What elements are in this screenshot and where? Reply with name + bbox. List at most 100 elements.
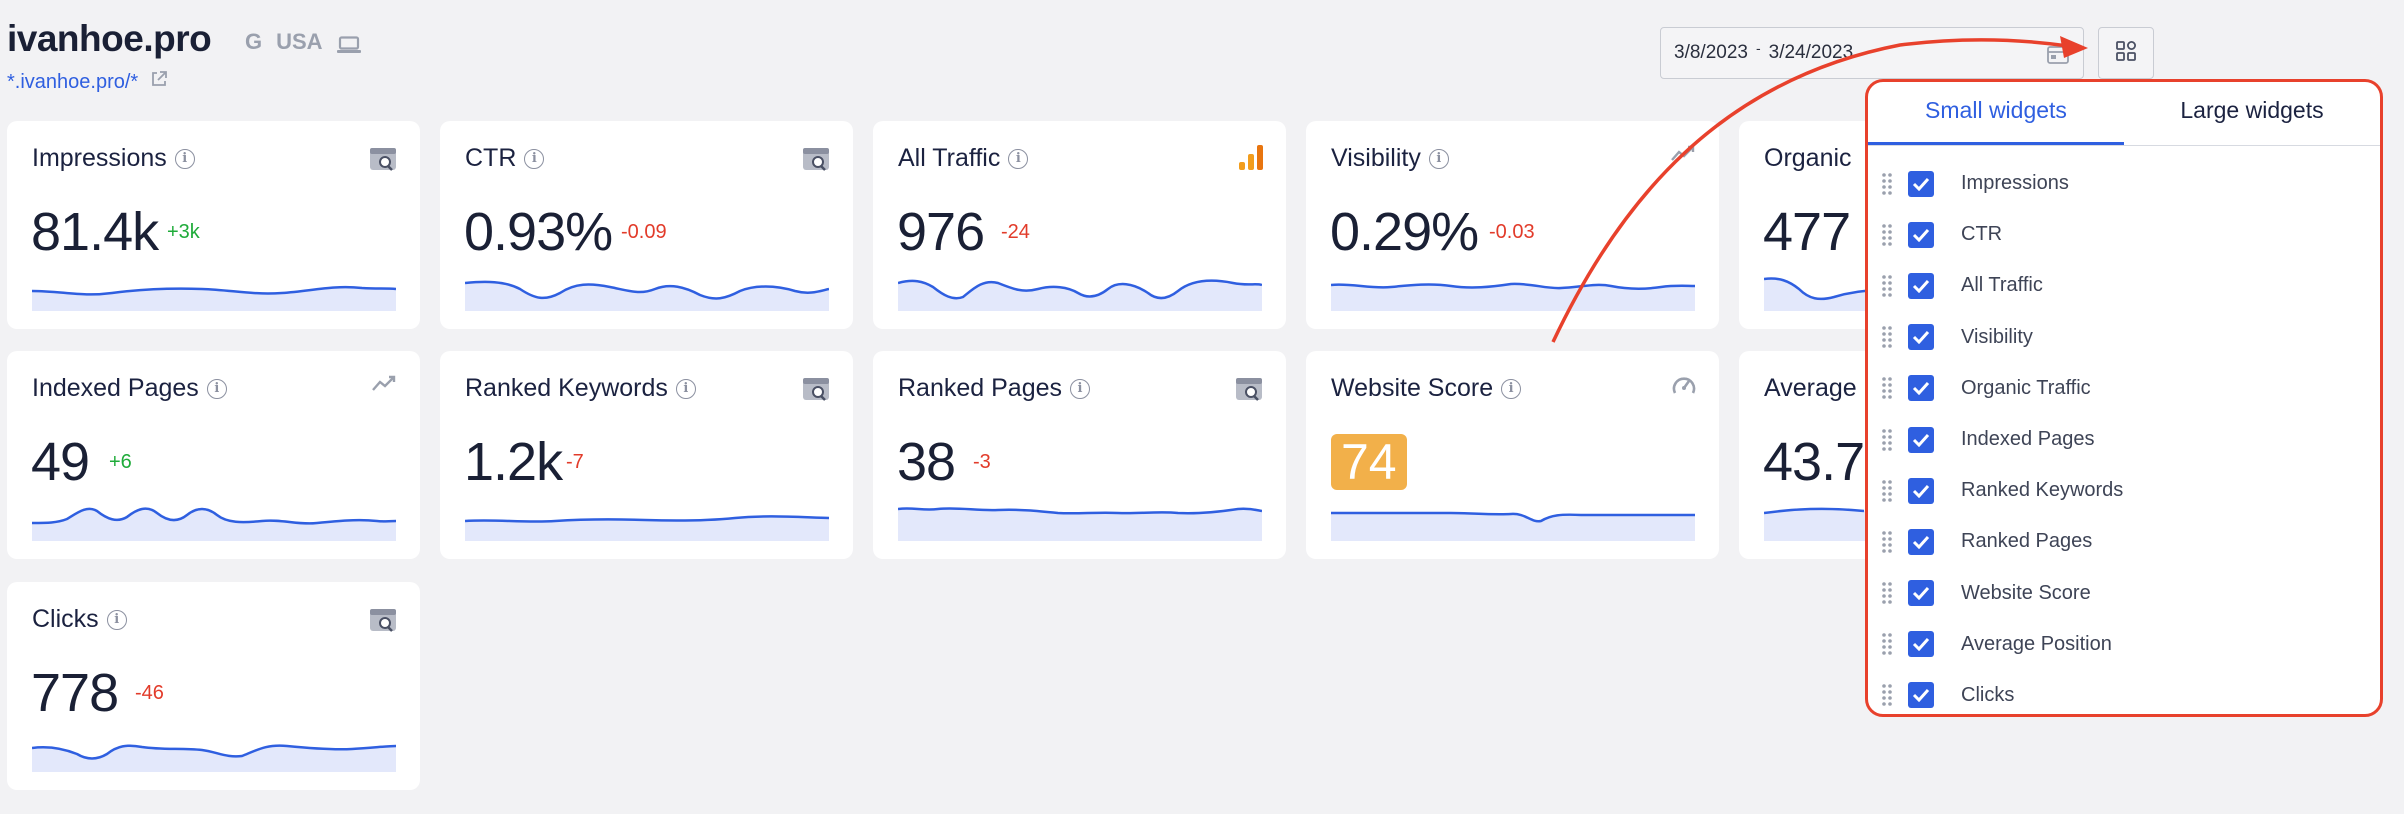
drag-handle-icon[interactable] [1881, 274, 1893, 298]
info-icon[interactable]: i [1501, 378, 1522, 399]
widget-clicks[interactable]: Clicks i 778 -46 [7, 582, 420, 790]
drag-handle-icon[interactable] [1881, 479, 1893, 503]
widget-delta: -46 [135, 682, 164, 704]
widget-value: 0.29% [1330, 202, 1479, 262]
info-icon[interactable]: i [1428, 148, 1449, 169]
calendar-icon[interactable] [2047, 44, 2069, 70]
widget-title: Website Score i [1331, 374, 1522, 403]
widgets-list: Impressions CTR All Traffic Visibility O [1868, 146, 2380, 714]
list-item[interactable]: Organic Traffic [1868, 363, 2380, 414]
drag-handle-icon[interactable] [1881, 325, 1893, 349]
list-item[interactable]: CTR [1868, 209, 2380, 260]
info-icon[interactable]: i [1070, 378, 1091, 399]
checkbox[interactable] [1908, 324, 1934, 351]
list-item[interactable]: Website Score [1868, 568, 2380, 619]
info-icon[interactable]: i [675, 378, 696, 399]
drag-handle-icon[interactable] [1881, 581, 1893, 605]
info-icon[interactable]: i [524, 148, 545, 169]
widget-title-text: Indexed Pages [32, 374, 199, 402]
checkbox[interactable] [1908, 580, 1934, 607]
checkbox[interactable] [1908, 682, 1934, 709]
list-item[interactable]: Clicks [1868, 670, 2380, 714]
list-item[interactable]: Ranked Keywords [1868, 465, 2380, 516]
widget-title: Ranked Keywords i [465, 374, 696, 403]
site-link-text[interactable]: *.ivanhoe.pro/* [7, 70, 139, 93]
widget-title: Impressions i [32, 144, 195, 173]
external-link-icon[interactable] [150, 70, 168, 94]
widgets-grid-icon[interactable] [2115, 40, 2137, 67]
checkbox[interactable] [1908, 170, 1934, 197]
tab-large-widgets[interactable]: Large widgets [2180, 97, 2324, 123]
widget-value: 43.7 [1763, 432, 1865, 492]
sparkline [898, 279, 1262, 311]
item-label: Clicks [1961, 683, 2015, 706]
checkbox[interactable] [1908, 221, 1934, 248]
list-item[interactable]: Impressions [1868, 158, 2380, 209]
widget-title-text: Ranked Keywords [465, 374, 668, 402]
widget-delta: -3 [973, 451, 991, 473]
widget-ranked-pages[interactable]: Ranked Pages i 38 -3 [873, 351, 1286, 559]
widget-title-text: Visibility [1331, 144, 1421, 172]
widget-visibility[interactable]: Visibility i 0.29% -0.03 [1306, 121, 1719, 329]
widget-ranked-keywords[interactable]: Ranked Keywords i 1.2k -7 [440, 351, 853, 559]
widget-title-text: Ranked Pages [898, 374, 1063, 402]
sparkline [465, 515, 829, 541]
widget-title: Visibility i [1331, 144, 1449, 173]
search-console-icon [368, 143, 398, 178]
drag-handle-icon[interactable] [1881, 530, 1893, 554]
sparkline [32, 507, 396, 541]
widget-indexed-pages[interactable]: Indexed Pages i 49 +6 [7, 351, 420, 559]
checkbox[interactable] [1908, 426, 1934, 453]
google-icon: G [245, 29, 263, 54]
list-item[interactable]: Ranked Pages [1868, 516, 2380, 567]
info-icon[interactable]: i [1008, 148, 1029, 169]
drag-handle-icon[interactable] [1881, 683, 1893, 707]
item-label: Visibility [1961, 325, 2033, 348]
trend-icon [1671, 143, 1697, 168]
checkbox[interactable] [1908, 375, 1934, 402]
checkbox[interactable] [1908, 272, 1934, 299]
widgets-popup: Small widgets Large widgets Impressions … [1865, 79, 2383, 717]
drag-handle-icon[interactable] [1881, 376, 1893, 400]
site-link[interactable]: *.ivanhoe.pro/* [7, 70, 168, 94]
widgets-settings-button[interactable] [2098, 27, 2154, 79]
widget-impressions[interactable]: Impressions i 81.4k +3k [7, 121, 420, 329]
drag-handle-icon[interactable] [1881, 172, 1893, 196]
widget-title-text: Organic [1764, 144, 1852, 172]
info-icon[interactable]: i [106, 609, 127, 630]
widget-value: 778 [31, 663, 119, 723]
widget-delta: -7 [566, 451, 584, 473]
checkbox[interactable] [1908, 631, 1934, 658]
widget-title: Ranked Pages i [898, 374, 1091, 403]
widget-title-text: All Traffic [898, 144, 1001, 172]
date-separator: - [1755, 40, 1761, 56]
date-range-picker[interactable]: 3/8/2023 - 3/24/2023 [1660, 27, 2084, 79]
drag-handle-icon[interactable] [1881, 428, 1893, 452]
item-label: Ranked Pages [1961, 530, 2093, 553]
widget-title-text: Impressions [32, 144, 167, 172]
search-console-icon [801, 373, 831, 408]
widget-title: CTR i [465, 144, 545, 173]
widget-value: 1.2k [464, 432, 563, 492]
item-label: All Traffic [1961, 274, 2043, 297]
widget-all-traffic[interactable]: All Traffic i 976 -24 [873, 121, 1286, 329]
laptop-icon [336, 34, 361, 53]
list-item[interactable]: Visibility [1868, 312, 2380, 363]
analytics-icon [1238, 143, 1264, 176]
widget-website-score[interactable]: Website Score i 74 [1306, 351, 1719, 559]
widget-ctr[interactable]: CTR i 0.93% -0.09 [440, 121, 853, 329]
sparkline [1331, 282, 1695, 311]
sparkline [32, 285, 396, 311]
list-item[interactable]: Average Position [1868, 619, 2380, 670]
widget-value: 49 [31, 432, 90, 492]
drag-handle-icon[interactable] [1881, 223, 1893, 247]
checkbox[interactable] [1908, 477, 1934, 504]
info-icon[interactable]: i [174, 148, 195, 169]
list-item[interactable]: All Traffic [1868, 260, 2380, 311]
tab-small-widgets[interactable]: Small widgets [1868, 82, 2124, 145]
drag-handle-icon[interactable] [1881, 632, 1893, 656]
info-icon[interactable]: i [206, 378, 227, 399]
checkbox[interactable] [1908, 528, 1934, 555]
list-item[interactable]: Indexed Pages [1868, 414, 2380, 465]
